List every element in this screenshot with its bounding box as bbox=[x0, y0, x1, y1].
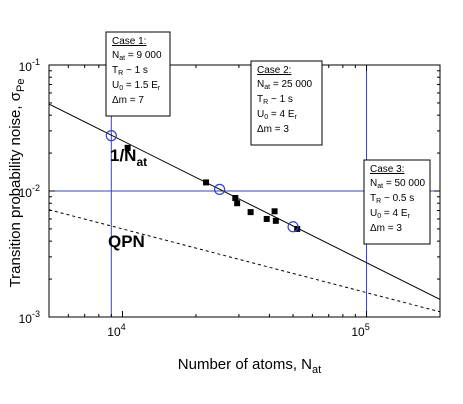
case-line: Δm = 3 bbox=[257, 124, 289, 135]
case-box bbox=[363, 159, 431, 245]
case-title: Case 2: bbox=[257, 65, 291, 76]
data-point-square bbox=[232, 194, 239, 201]
y-axis-title: Transition probability noise, σPe bbox=[7, 79, 27, 288]
case-line: U0 = 4 Er bbox=[370, 208, 411, 220]
data-point-square bbox=[272, 217, 279, 224]
x-axis-title: Number of atoms, Nat bbox=[178, 356, 321, 376]
x-tick-label: 104 bbox=[107, 322, 125, 339]
case-line: Δm = 7 bbox=[112, 95, 144, 106]
data-point-square bbox=[124, 144, 131, 151]
y-tick-label: 10-2 bbox=[19, 183, 40, 200]
data-point-square bbox=[263, 215, 270, 222]
qpn-line bbox=[49, 209, 440, 313]
case-title: Case 1: bbox=[112, 36, 146, 47]
case-box bbox=[250, 60, 323, 146]
x-tick-label: 105 bbox=[351, 322, 369, 339]
case-line: U0 = 1.5 Er bbox=[112, 80, 161, 92]
case-title: Case 3: bbox=[370, 164, 404, 175]
case-line: TR ~ 1 s bbox=[257, 94, 293, 106]
plot-area bbox=[49, 65, 440, 317]
case-annotation-1: Case 1: Nat = 9 000 TR ~ 1 s U0 = 1.5 Er Δm … bbox=[105, 31, 171, 117]
inverse-n-label: 1/Nat bbox=[110, 146, 147, 169]
inverse-n-line bbox=[49, 103, 440, 300]
data-point-circle bbox=[213, 183, 226, 195]
case-line: Nat = 9 000 bbox=[112, 50, 162, 62]
data-point-square bbox=[247, 209, 254, 216]
y-tick-label: 10-1 bbox=[19, 57, 40, 74]
data-point-square bbox=[234, 200, 241, 207]
qpn-label: QPN bbox=[108, 232, 145, 251]
y-tick-label: 10-3 bbox=[19, 309, 40, 326]
data-point-circle bbox=[105, 130, 117, 142]
case-box bbox=[105, 31, 171, 117]
case-line: Δm = 3 bbox=[370, 223, 402, 234]
case-annotation-2: Case 2: Nat = 25 000 TR ~ 1 s U0 = 4 Er Δm =… bbox=[250, 60, 323, 146]
case-line: U0 = 4 Er bbox=[257, 109, 298, 121]
case-line: Nat = 25 000 bbox=[257, 79, 312, 91]
case-line: TR ~ 1 s bbox=[112, 65, 148, 77]
data-point-circle bbox=[287, 221, 299, 233]
case-annotation-3: Case 3: Nat = 50 000 TR ~ 0.5 s U0 = 4 Er Δm… bbox=[363, 159, 431, 245]
data-point-square bbox=[271, 208, 278, 215]
case-line: Nat = 50 000 bbox=[370, 178, 425, 190]
data-point-square bbox=[203, 179, 210, 186]
case-line: TR ~ 0.5 s bbox=[370, 193, 414, 205]
